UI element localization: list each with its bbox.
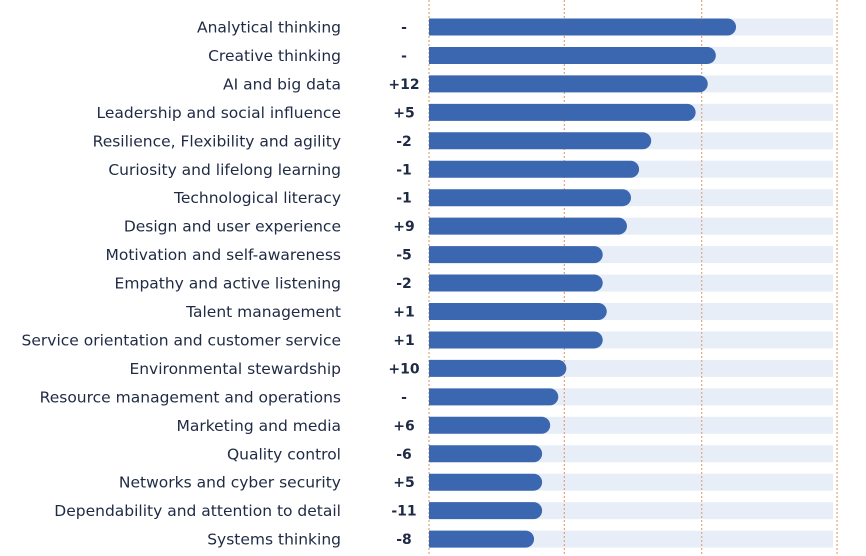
change-label: -6: [396, 447, 412, 463]
bar-analytical-thinking: [429, 18, 737, 36]
skill-label: Marketing and media: [176, 417, 341, 435]
change-label: +5: [393, 105, 414, 121]
change-label: -2: [396, 276, 412, 292]
bar-quality-control: [429, 445, 543, 463]
change-label: -1: [396, 191, 412, 207]
skill-label: Resilience, Flexibility and agility: [93, 132, 341, 150]
skill-label: Networks and cyber security: [119, 474, 341, 492]
skill-label: Creative thinking: [208, 47, 341, 65]
change-label: -8: [396, 532, 412, 548]
bar-talent-management: [429, 303, 607, 320]
bar-leadership-and-social-influence: [429, 103, 696, 121]
skill-label: Talent management: [185, 303, 341, 321]
skill-labels: Analytical thinking Creative thinking AI a…: [22, 19, 341, 549]
bar-systems-thinking: [429, 530, 535, 548]
change-label: -11: [391, 504, 416, 520]
bar-resilience-flexibility-and-agility: [429, 132, 652, 150]
bar-service-orientation-and-customer-service: [429, 331, 603, 349]
change-label: +9: [393, 219, 414, 235]
change-label: +12: [388, 77, 419, 93]
skill-label: Leadership and social influence: [97, 104, 341, 122]
skill-label: Environmental stewardship: [129, 360, 341, 378]
skill-label: Technological literacy: [173, 189, 341, 207]
skill-label: Dependability and attention to detail: [54, 502, 341, 520]
skill-label: Resource management and operations: [40, 388, 341, 406]
change-label: -2: [396, 134, 412, 150]
bar-empathy-and-active-listening: [429, 274, 603, 292]
change-label: -: [401, 390, 407, 406]
bar-resource-management-and-operations: [429, 388, 559, 406]
change-label: +10: [388, 361, 419, 377]
change-label: -1: [396, 162, 412, 178]
change-label: +5: [393, 475, 414, 491]
skill-label: Motivation and self-awareness: [106, 246, 342, 264]
change-label: +1: [393, 305, 414, 321]
bar-design-and-user-experience: [429, 217, 627, 235]
skill-label: Quality control: [227, 445, 341, 463]
bar-environmental-stewardship: [429, 359, 567, 377]
skill-label: Curiosity and lifelong learning: [108, 161, 341, 179]
bar-dependability-and-attention-to-detail: [429, 502, 543, 520]
skill-label: AI and big data: [223, 75, 341, 93]
bar-curiosity-and-lifelong-learning: [429, 160, 640, 178]
bar-marketing-and-media: [429, 416, 551, 434]
bar-creative-thinking: [429, 46, 716, 64]
skill-label: Design and user experience: [124, 218, 341, 236]
skill-label: Service orientation and customer service: [22, 331, 341, 349]
change-label: +1: [393, 333, 414, 349]
change-label: -: [401, 48, 407, 64]
change-label: +6: [393, 418, 414, 434]
bar-motivation-and-self-awareness: [429, 246, 603, 264]
bars: [429, 18, 737, 548]
skill-label: Analytical thinking: [197, 19, 341, 37]
bar-ai-and-big-data: [429, 75, 708, 93]
skill-label: Empathy and active listening: [115, 275, 341, 293]
change-label: -: [401, 20, 407, 36]
change-label: -5: [396, 248, 412, 264]
bar-networks-and-cyber-security: [429, 473, 543, 491]
bar-technological-literacy: [429, 189, 632, 207]
skill-label: Systems thinking: [207, 531, 341, 549]
change-labels: - - +12 +5 -2 -1 -1 +9 -5 -2 +1 +1 +10 - +6 -6 +5 -11 -8: [388, 20, 419, 548]
